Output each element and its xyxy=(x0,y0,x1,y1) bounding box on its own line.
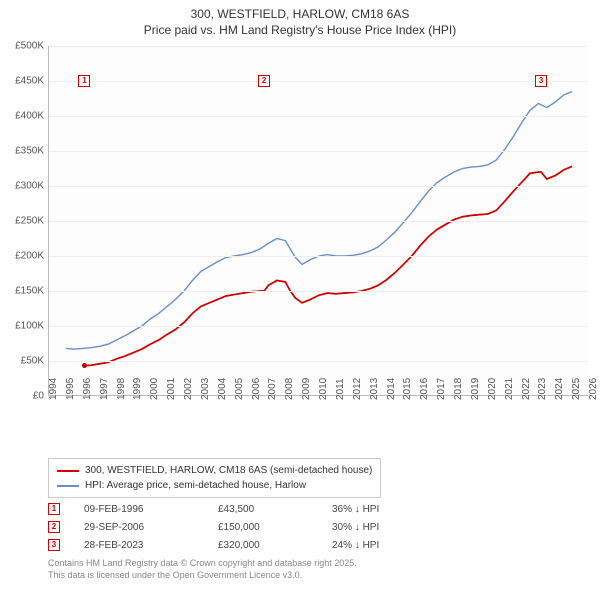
footer-line2: This data is licensed under the Open Gov… xyxy=(48,570,357,582)
x-axis-label: 2015 xyxy=(402,378,413,400)
x-axis-label: 2023 xyxy=(537,378,548,400)
y-axis-label: £400K xyxy=(15,111,44,122)
legend-label: 300, WESTFIELD, HARLOW, CM18 6AS (semi-d… xyxy=(85,463,372,478)
legend-swatch xyxy=(57,485,79,487)
x-axis-label: 1994 xyxy=(48,378,59,400)
gridline-h xyxy=(49,81,588,82)
x-axis-label: 2020 xyxy=(487,378,498,400)
gridline-h xyxy=(49,151,588,152)
transaction-date: 28-FEB-2023 xyxy=(84,540,194,551)
x-axis-label: 2016 xyxy=(419,378,430,400)
gridline-h xyxy=(49,326,588,327)
chart-marker-1: 1 xyxy=(78,75,90,87)
x-axis-label: 2003 xyxy=(200,378,211,400)
series-price_paid xyxy=(84,166,572,365)
chart-marker-3: 3 xyxy=(535,75,547,87)
y-axis-label: £350K xyxy=(15,146,44,157)
footer: Contains HM Land Registry data © Crown c… xyxy=(48,558,357,581)
chart-container: 300, WESTFIELD, HARLOW, CM18 6AS Price p… xyxy=(0,0,600,590)
transactions-table: 1 09-FEB-1996 £43,500 36% ↓ HPI 2 29-SEP-2006… xyxy=(48,500,412,554)
transaction-row: 3 28-FEB-2023 £320,000 24% ↓ HPI xyxy=(48,536,412,554)
x-axis-label: 2018 xyxy=(453,378,464,400)
y-axis-label: £150K xyxy=(15,286,44,297)
transaction-marker: 2 xyxy=(48,521,60,533)
title-block: 300, WESTFIELD, HARLOW, CM18 6AS Price p… xyxy=(0,0,600,38)
transaction-pct: 30% ↓ HPI xyxy=(332,522,412,533)
y-axis-label: £300K xyxy=(15,181,44,192)
x-axis-label: 2007 xyxy=(267,378,278,400)
legend-swatch xyxy=(57,470,79,472)
gridline-h xyxy=(49,361,588,362)
x-axis-label: 2022 xyxy=(521,378,532,400)
legend-row: 300, WESTFIELD, HARLOW, CM18 6AS (semi-d… xyxy=(57,463,372,478)
transaction-date: 29-SEP-2006 xyxy=(84,522,194,533)
x-axis-label: 2025 xyxy=(571,378,582,400)
transaction-marker: 1 xyxy=(48,503,60,515)
x-axis-label: 2000 xyxy=(149,378,160,400)
gridline-h xyxy=(49,291,588,292)
x-axis-label: 1995 xyxy=(65,378,76,400)
x-axis-label: 2019 xyxy=(470,378,481,400)
y-axis-label: £450K xyxy=(15,76,44,87)
transaction-row: 2 29-SEP-2006 £150,000 30% ↓ HPI xyxy=(48,518,412,536)
x-axis-label: 1997 xyxy=(99,378,110,400)
gridline-h xyxy=(49,186,588,187)
transaction-date: 09-FEB-1996 xyxy=(84,504,194,515)
title-line1: 300, WESTFIELD, HARLOW, CM18 6AS xyxy=(0,6,600,22)
legend: 300, WESTFIELD, HARLOW, CM18 6AS (semi-d… xyxy=(48,458,381,498)
footer-line1: Contains HM Land Registry data © Crown c… xyxy=(48,558,357,570)
x-axis-label: 1999 xyxy=(132,378,143,400)
x-axis-label: 2014 xyxy=(386,378,397,400)
series-price-paid-top xyxy=(84,166,572,365)
x-axis-label: 2021 xyxy=(504,378,515,400)
gridline-h xyxy=(49,116,588,117)
x-axis-label: 2001 xyxy=(166,378,177,400)
transaction-price: £43,500 xyxy=(218,504,308,515)
transaction-price: £150,000 xyxy=(218,522,308,533)
plot: 1 2 3 xyxy=(48,46,588,396)
y-axis-label: £500K xyxy=(15,41,44,52)
transaction-marker: 3 xyxy=(48,539,60,551)
x-axis-label: 1996 xyxy=(82,378,93,400)
transaction-row: 1 09-FEB-1996 £43,500 36% ↓ HPI xyxy=(48,500,412,518)
series-start-dot xyxy=(82,363,87,368)
x-axis-label: 2009 xyxy=(301,378,312,400)
x-axis-label: 2017 xyxy=(436,378,447,400)
x-axis-label: 1998 xyxy=(116,378,127,400)
y-axis-label: £0 xyxy=(33,391,44,402)
title-line2: Price paid vs. HM Land Registry's House … xyxy=(0,22,600,38)
transaction-pct: 36% ↓ HPI xyxy=(332,504,412,515)
x-axis-label: 2026 xyxy=(588,378,599,400)
x-axis-label: 2006 xyxy=(251,378,262,400)
chart-marker-2: 2 xyxy=(258,75,270,87)
y-axis-label: £250K xyxy=(15,216,44,227)
gridline-h xyxy=(49,46,588,47)
transaction-pct: 24% ↓ HPI xyxy=(332,540,412,551)
x-axis-label: 2002 xyxy=(183,378,194,400)
legend-row: HPI: Average price, semi-detached house,… xyxy=(57,478,372,493)
x-axis-label: 2013 xyxy=(369,378,380,400)
x-axis-label: 2012 xyxy=(352,378,363,400)
x-axis-label: 2004 xyxy=(217,378,228,400)
x-axis-label: 2008 xyxy=(284,378,295,400)
x-axis-label: 2010 xyxy=(318,378,329,400)
x-axis-label: 2024 xyxy=(554,378,565,400)
gridline-h xyxy=(49,256,588,257)
x-axis-label: 2005 xyxy=(234,378,245,400)
gridline-h xyxy=(49,221,588,222)
y-axis-label: £200K xyxy=(15,251,44,262)
x-axis-label: 2011 xyxy=(335,378,346,400)
legend-label: HPI: Average price, semi-detached house,… xyxy=(85,478,306,493)
y-axis-label: £50K xyxy=(21,356,44,367)
chart-area: 123 £0£50K£100K£150K£200K£250K£300K£350K… xyxy=(48,46,588,426)
transaction-price: £320,000 xyxy=(218,540,308,551)
y-axis-label: £100K xyxy=(15,321,44,332)
